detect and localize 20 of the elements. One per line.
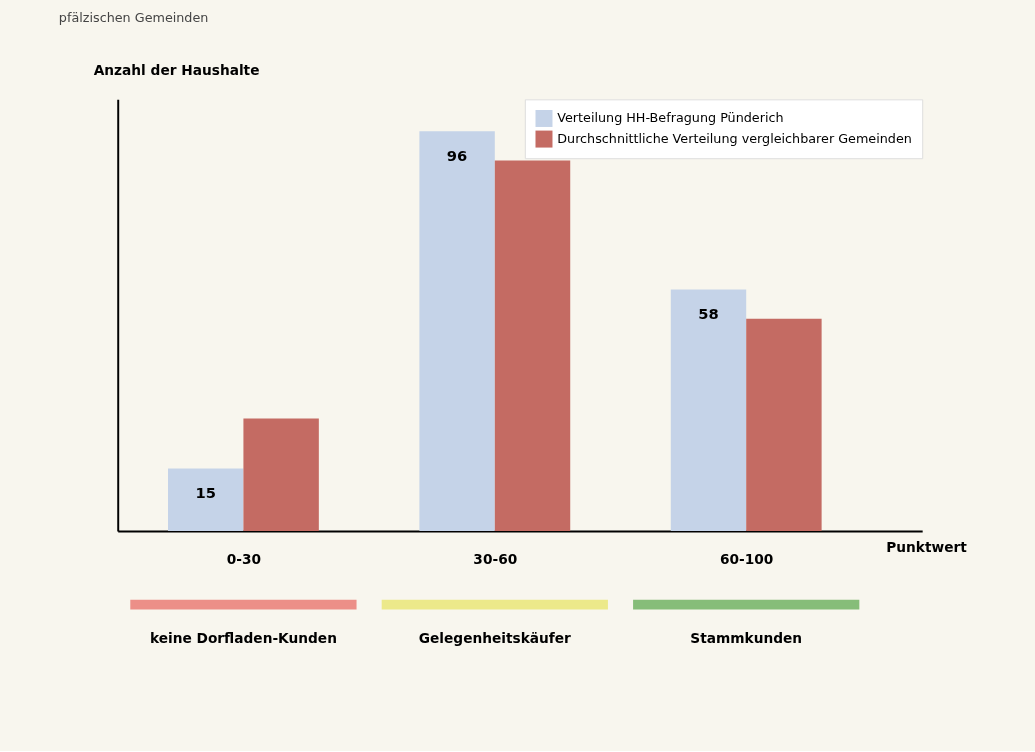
- data-label: 15: [195, 483, 216, 501]
- x-tick-label: 0-30: [226, 550, 262, 567]
- data-label: 58: [698, 304, 719, 322]
- bar: [746, 318, 822, 531]
- data-label: 96: [446, 146, 468, 164]
- bar: [243, 418, 319, 531]
- legend-label: Verteilung HH-Befragung Pünderich: [557, 110, 784, 126]
- y-axis-title: Anzahl der Haushalte: [93, 62, 260, 79]
- x-tick-label: 60-100: [719, 550, 774, 567]
- text: keine Dorfladen-Kunden: [149, 629, 337, 646]
- bar: [168, 468, 244, 531]
- chart-subtitle: pfälzischen Gemeinden: [58, 9, 209, 25]
- bar: [494, 160, 571, 531]
- bar: [419, 131, 495, 531]
- bar: [670, 289, 747, 531]
- text: Stammkunden: [690, 629, 803, 646]
- legend-label: Durchschnittliche Verteilung vergleichbarer Gemeinden: [557, 130, 912, 146]
- text: Gelegenheitskäufer: [418, 629, 572, 646]
- x-axis-title: Punktwert: [886, 539, 968, 556]
- x-tick-label: 30-60: [473, 550, 518, 567]
